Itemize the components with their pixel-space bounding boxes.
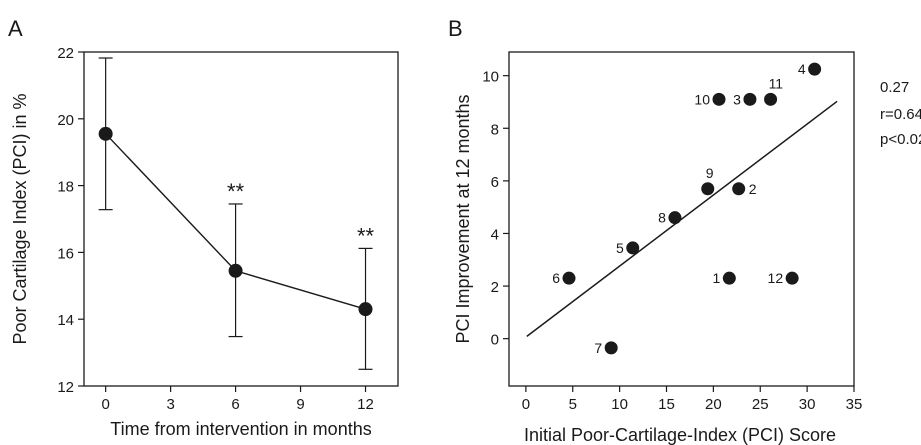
panel-b-point-label: 10 [694,91,710,107]
panel-b-data-point [562,271,576,285]
panel-b-y-tick-label: 0 [491,332,499,349]
panel-a-y-tick-label: 12 [57,379,74,396]
panel-b-y-tick-label: 8 [491,121,499,138]
panel-a-significance-marker: ** [227,179,245,204]
panel-b-point-label: 11 [769,75,784,91]
panel-a-data-point [98,126,113,141]
panel-a-y-tick-label: 20 [57,112,74,129]
panel-b-x-tick-label: 25 [752,396,769,413]
panel-b-point-label: 8 [658,210,666,226]
panel-a-y-axis-label: Poor Cartilage Index (PCI) in % [10,93,30,344]
panel-b-x-tick-label: 0 [522,396,530,413]
panel-a-x-axis: 0 3 6 9 12 [101,386,374,413]
panel-b-x-tick-label: 20 [705,396,722,413]
panel-a-series: ** ** [98,57,375,370]
panel-a-x-axis-label: Time from intervention in months [110,419,371,439]
panel-b-point-label: 5 [616,240,624,256]
panel-a-x-tick-label: 3 [166,396,174,413]
panel-b-y-axis: 0 2 4 6 8 10 [482,69,509,349]
panel-b-data-point [764,92,778,106]
panel-a-y-axis: 12 14 16 18 20 22 [57,45,84,396]
panel-a-y-tick-label: 14 [57,312,74,329]
panel-b-data-point [701,182,715,196]
panel-b-point-label: 1 [713,270,721,286]
panel-a-y-tick-label: 16 [57,245,74,262]
panel-b-y-tick-label: 6 [491,174,499,191]
panel-a-label: A [8,16,23,41]
panel-b-data-point [732,182,746,196]
panel-b-data-point [785,271,799,285]
panel-b-slope-annotation: 0.27 [880,79,909,96]
panel-b-y-tick-label: 4 [491,226,499,243]
panel-b-y-tick-label: 10 [482,69,499,86]
panel-a-x-tick-label: 12 [357,396,374,413]
panel-b-regression-line [526,100,838,337]
panel-b-data-point [722,271,736,285]
panel-b-data-point [808,62,822,76]
panel-a-x-tick-label: 0 [101,396,109,413]
panel-a-chart: A 12 14 16 18 20 22 0 3 6 9 12 ** ** Time from int… [8,16,399,439]
panel-b-point-label: 9 [706,165,714,181]
panel-b-point-label: 12 [768,270,784,286]
panel-b-point-label: 2 [749,181,757,197]
panel-a-y-tick-label: 22 [57,45,74,62]
panel-a-x-tick-label: 9 [296,396,304,413]
panel-b-x-tick-label: 15 [658,396,675,413]
panel-b-point-label: 6 [552,270,560,286]
panel-b-x-tick-label: 10 [611,396,628,413]
panel-b-x-axis-label: Initial Poor-Cartilage-Index (PCI) Score [524,425,836,445]
panel-a-x-tick-label: 6 [231,396,239,413]
panel-b-x-tick-label: 30 [799,396,816,413]
panel-b-plot-frame [508,51,855,387]
panel-b-data-point [743,92,757,106]
panel-b-point-label: 3 [733,91,741,107]
panel-a-significance-marker: ** [357,223,375,248]
panel-b-point-label: 7 [594,340,602,356]
panel-a-y-tick-label: 18 [57,179,74,196]
panel-b-r-annotation: r=0.64 [880,106,921,123]
panel-b-data-point [668,211,682,225]
panel-b-data-point [712,92,726,106]
panel-a-data-point [358,302,373,317]
panel-b-point-label: 4 [798,61,806,77]
panel-b-p-annotation: p<0.02 [880,131,921,148]
panel-b-x-axis: 0 5 10 15 20 25 30 35 [522,386,863,413]
panel-b-data-point [626,241,640,255]
panel-b-x-tick-label: 35 [846,396,863,413]
panel-b-label: B [448,16,463,41]
panel-b-x-tick-label: 5 [569,396,577,413]
panel-b-y-axis-label: PCI Improvement at 12 months [453,94,473,343]
panel-b-data-point [604,341,618,355]
panel-a-plot-frame [83,51,399,387]
panel-b-y-tick-label: 2 [491,279,499,296]
panel-a-data-point [228,263,243,278]
